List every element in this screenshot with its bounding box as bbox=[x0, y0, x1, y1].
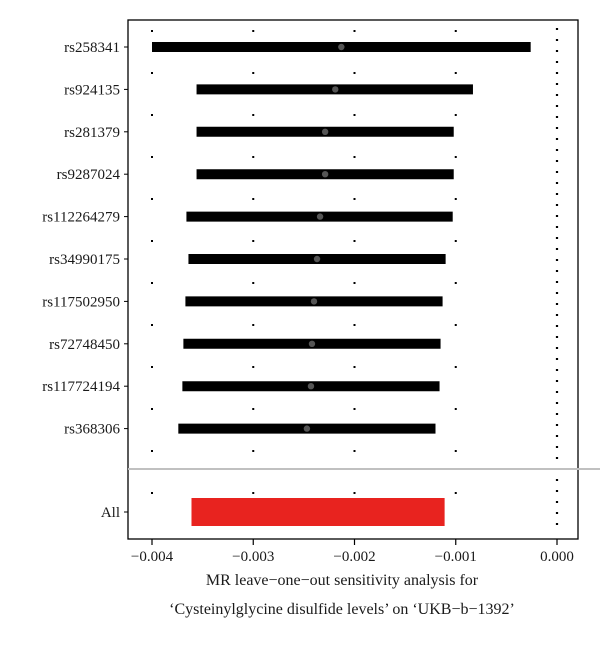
x-axis-label-line-1: MR leave−one−out sensitivity analysis fo… bbox=[206, 572, 479, 589]
estimate-point-row-0 bbox=[338, 43, 345, 51]
x-axis-label-line-2: ‘Cysteinylglycine disulfide levels’ on ‘… bbox=[169, 601, 515, 618]
x-tick-label-3: −0.001 bbox=[435, 549, 477, 565]
x-tick-label-4: 0.000 bbox=[540, 549, 574, 565]
x-tick-label-2: −0.002 bbox=[333, 549, 375, 565]
estimate-point-row-1 bbox=[332, 86, 339, 93]
x-tick-label-0: −0.004 bbox=[131, 549, 174, 565]
estimate-point-row-2 bbox=[321, 128, 329, 135]
estimate-point-row-6 bbox=[310, 298, 318, 305]
row-label-7: rs72748450 bbox=[49, 337, 120, 353]
estimate-point-row-7 bbox=[308, 340, 316, 347]
x-tick-label-1: −0.003 bbox=[232, 549, 274, 565]
plot-frame bbox=[127, 19, 579, 540]
row-label-2: rs281379 bbox=[64, 125, 120, 141]
row-label-3: rs9287024 bbox=[57, 167, 121, 183]
row-label-all: All bbox=[101, 505, 120, 521]
estimate-point-row-5 bbox=[313, 255, 321, 263]
row-label-6: rs117502950 bbox=[42, 294, 120, 310]
estimate-point-row-3 bbox=[321, 171, 329, 178]
row-label-1: rs924135 bbox=[64, 82, 120, 98]
row-label-5: rs34990175 bbox=[49, 252, 120, 268]
row-label-0: rs258341 bbox=[64, 40, 120, 56]
row-label-9: rs368306 bbox=[64, 422, 120, 438]
estimate-point-row-9 bbox=[303, 425, 311, 432]
estimate-point-row-4 bbox=[316, 213, 324, 220]
row-label-8: rs117724194 bbox=[42, 379, 120, 395]
estimate-point-row-8 bbox=[307, 383, 315, 390]
row-label-4: rs112264279 bbox=[42, 210, 120, 226]
overall-ci-bar bbox=[191, 498, 445, 526]
